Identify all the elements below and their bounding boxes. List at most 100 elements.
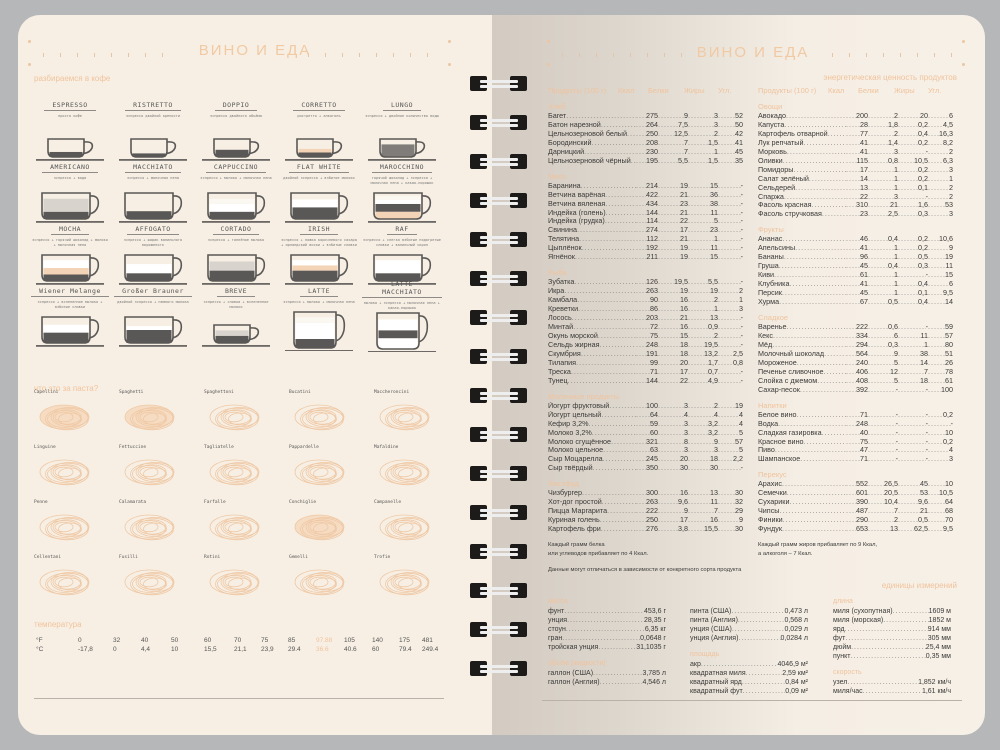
dot-leader: [868, 350, 894, 359]
value: 30: [735, 525, 743, 534]
coffee-item: MAROCCHINO горячий шоколад + эспрессо + м…: [362, 156, 442, 227]
coffee-description: просто кофе: [58, 114, 82, 118]
value: 274: [646, 226, 658, 235]
product-name: Бородинский: [548, 138, 592, 147]
value: 26: [945, 358, 953, 367]
dot-leader: [846, 429, 860, 438]
product-name: Сухарики: [758, 498, 790, 507]
value-cell: 18: [658, 350, 688, 359]
saucer: [202, 159, 270, 161]
value-cell: 0,3: [898, 262, 928, 271]
pasta-stroke: [309, 466, 329, 478]
ring-wire: [480, 509, 518, 512]
value: 1,7: [708, 358, 718, 367]
pasta-stroke: [139, 411, 159, 423]
dot-leader: [658, 402, 684, 411]
value: 263: [646, 498, 658, 507]
units-category: длина: [833, 598, 853, 605]
value-cell: 0,2: [898, 235, 928, 244]
dot-leader: [636, 296, 650, 305]
value: 3,8: [678, 525, 688, 534]
product-name: Фасоль стручковая: [758, 210, 822, 219]
dot-leader: [636, 455, 646, 464]
value: 0,2: [943, 437, 953, 446]
coffee-name: ESPRESSO: [44, 101, 96, 111]
value: 0,1: [918, 183, 928, 192]
dot-leader: [658, 498, 678, 507]
dot-leader: [605, 200, 636, 209]
coffee-cup-icon: [285, 192, 353, 223]
coffee-item: CAPPUCCINO эспрессо + молоко + молочная п…: [196, 156, 276, 227]
product-cell: Цельнозерновой чёрный: [548, 157, 636, 166]
value: 45: [860, 262, 868, 271]
product-cell: Оливки: [758, 157, 846, 166]
dot-leader: [658, 323, 680, 332]
value-cell: -: [898, 323, 928, 332]
value: -: [740, 314, 743, 323]
product-cell: Морковь: [758, 148, 846, 157]
coffee-name: AFFOGATO: [127, 225, 179, 235]
coffee-layer-mid: [381, 144, 415, 157]
dot-leader: [688, 455, 710, 464]
dot-leader: [732, 625, 785, 634]
value-cell: 9: [928, 244, 953, 253]
value: 2: [714, 129, 718, 138]
value-cell: 0,2: [928, 411, 953, 420]
value: 300: [646, 489, 658, 498]
product-cell: Тилапия: [548, 359, 636, 368]
dot-leader: [868, 157, 888, 166]
column-header: Продукты (100 г): [758, 86, 817, 95]
value: 9: [684, 507, 688, 516]
ring-wire: [480, 319, 518, 322]
pasta-stroke: [143, 577, 167, 591]
dot-leader: [658, 464, 680, 473]
cup-outline: [124, 192, 174, 220]
pasta-stroke: [132, 465, 166, 483]
ring-clip: [470, 427, 487, 442]
value-cell: 100: [636, 402, 658, 411]
value-cell: 15: [688, 182, 718, 191]
value-cell: 263: [636, 498, 658, 507]
unit-name: галлон (США): [548, 670, 594, 677]
value-cell: 300: [636, 489, 658, 498]
unit-value: 0,0284 л: [780, 635, 808, 642]
value-cell: 2,5: [868, 210, 898, 219]
value-cell: 20,5: [868, 489, 898, 498]
value: 46: [860, 235, 868, 244]
dot-leader: [868, 289, 894, 298]
category-title: Перекус: [758, 470, 787, 480]
dot-leader: [688, 489, 710, 498]
pasta-stroke: [54, 466, 74, 478]
value-cell: 51: [928, 350, 953, 359]
value-cell: 19: [718, 402, 743, 411]
coffee-cup-icon: [368, 312, 436, 352]
value-cell: 0,2: [898, 244, 928, 253]
value: 41: [735, 138, 743, 147]
product-cell: Спаржа: [758, 193, 846, 202]
dot-leader: [718, 253, 741, 262]
product-cell: Салат зелёный: [758, 175, 846, 184]
pasta-name: Conchiglie: [289, 500, 317, 505]
value: 1,4: [888, 138, 898, 147]
ring-wire: [480, 397, 518, 400]
coffee-description: эспрессо + шарик ванильного мороженого: [123, 238, 183, 247]
value-cell: 6: [868, 332, 898, 341]
value: 248: [646, 340, 658, 349]
value: 29: [735, 507, 743, 516]
dot-leader: [928, 298, 945, 307]
dot-leader: [601, 121, 636, 130]
value: 78: [945, 367, 953, 376]
product-name: Финики: [758, 516, 783, 525]
spiral-ring: [468, 154, 530, 169]
value-cell: 3: [688, 121, 718, 130]
product-name: Спаржа: [758, 192, 784, 201]
coffee-cup-icon: [368, 254, 436, 285]
value: 14: [920, 358, 928, 367]
table-row: Кефир 3,2%5933,24: [548, 420, 743, 429]
dot-leader: [846, 323, 856, 332]
pasta-name: Maccheroncini: [374, 390, 410, 395]
value-cell: -: [868, 420, 898, 429]
value: 211: [646, 253, 658, 262]
value-cell: 7: [868, 507, 898, 516]
pasta-stroke: [217, 520, 251, 538]
